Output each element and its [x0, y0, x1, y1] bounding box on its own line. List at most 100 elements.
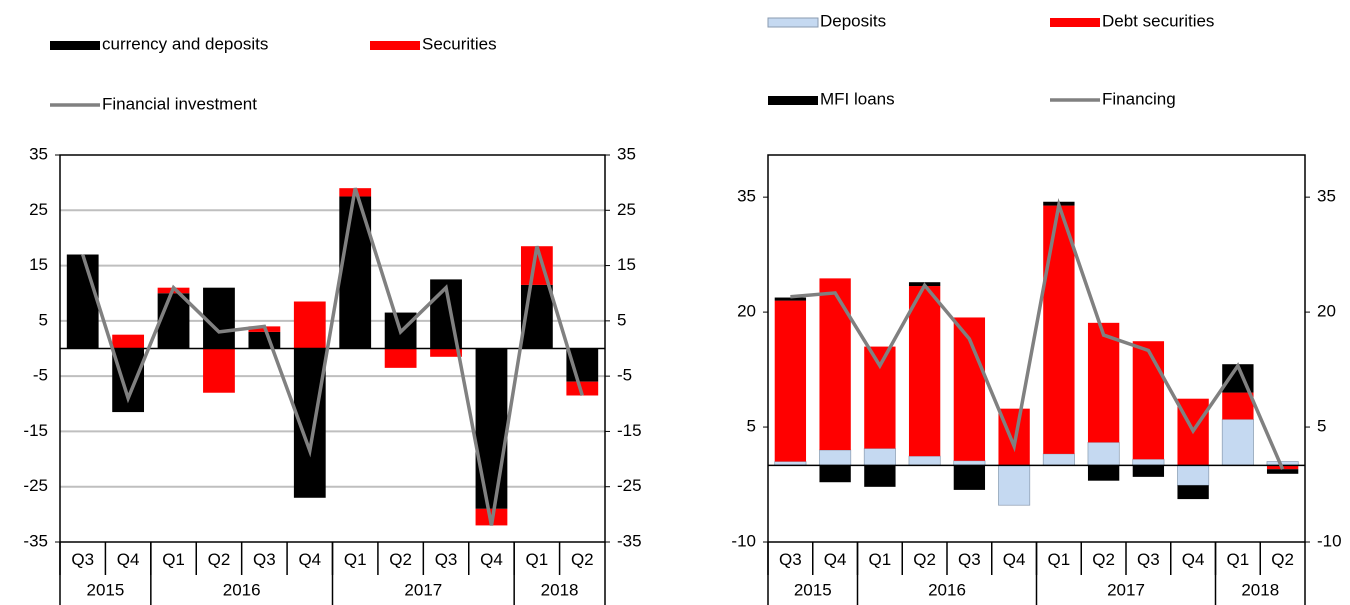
bar — [908, 286, 941, 457]
bar — [293, 301, 326, 349]
y-tick-label: -35 — [23, 531, 48, 550]
group-label: 2018 — [541, 580, 579, 599]
bar — [475, 348, 508, 509]
bar — [157, 293, 190, 349]
y2-tick-label: -35 — [617, 531, 642, 550]
legend-label: Financial investment — [102, 94, 257, 113]
x-tick-label: Q4 — [298, 550, 321, 569]
y-tick-label: 25 — [29, 200, 48, 219]
y2-tick-label: -5 — [617, 366, 632, 385]
bar — [1222, 392, 1254, 420]
y2-tick-label: 35 — [1317, 187, 1336, 206]
bar — [998, 465, 1031, 506]
legend-label: Debt securities — [1102, 11, 1214, 30]
bar — [203, 348, 235, 393]
legend-swatch — [1050, 18, 1100, 27]
bar — [1043, 205, 1075, 454]
bar — [819, 449, 852, 466]
bar — [1177, 465, 1210, 486]
bar — [566, 381, 599, 396]
y-tick-label: 35 — [737, 187, 756, 206]
y-tick-label: 35 — [29, 144, 48, 163]
x-tick-label: Q3 — [71, 550, 94, 569]
group-label: 2015 — [794, 580, 832, 599]
group-label: 2016 — [223, 580, 261, 599]
y-tick-label: -10 — [731, 531, 756, 550]
x-tick-label: Q4 — [1182, 550, 1205, 569]
x-tick-label: Q1 — [1048, 550, 1071, 569]
x-tick-label: Q4 — [1003, 550, 1026, 569]
y-tick-label: 20 — [737, 302, 756, 321]
x-tick-label: Q2 — [913, 550, 936, 569]
y-tick-label: -15 — [23, 421, 48, 440]
bar — [1087, 465, 1120, 481]
bar — [819, 465, 851, 483]
legend-label: Financing — [1102, 89, 1176, 108]
bar — [1177, 485, 1209, 500]
x-tick-label: Q2 — [1092, 550, 1115, 569]
x-tick-label: Q3 — [435, 550, 458, 569]
legend-label: currency and deposits — [102, 34, 268, 53]
y-tick-label: -25 — [23, 476, 48, 495]
y2-tick-label: 20 — [1317, 302, 1336, 321]
bar — [1087, 442, 1120, 466]
legend-swatch — [767, 17, 819, 28]
bar — [908, 455, 941, 466]
bar — [384, 348, 417, 368]
bar — [1132, 458, 1165, 466]
y2-tick-label: 5 — [1317, 417, 1326, 436]
y2-tick-label: -15 — [617, 421, 642, 440]
bar — [203, 287, 235, 349]
x-tick-label: Q3 — [779, 550, 802, 569]
legend-label: Deposits — [820, 11, 886, 30]
x-tick-label: Q1 — [526, 550, 549, 569]
x-tick-label: Q1 — [1227, 550, 1250, 569]
y2-tick-label: 5 — [617, 310, 626, 329]
x-tick-label: Q3 — [253, 550, 276, 569]
x-tick-label: Q2 — [1271, 550, 1294, 569]
x-tick-label: Q4 — [824, 550, 847, 569]
x-tick-label: Q3 — [958, 550, 981, 569]
legend-label: MFI loans — [820, 89, 895, 108]
group-label: 2017 — [404, 580, 442, 599]
bar — [1087, 322, 1120, 443]
bar — [1132, 465, 1165, 477]
y-tick-label: 5 — [39, 310, 48, 329]
bar — [864, 465, 896, 487]
bar — [1042, 453, 1075, 466]
bar — [1266, 469, 1299, 474]
line-series — [790, 197, 1285, 470]
bar — [774, 297, 807, 301]
y2-tick-label: 25 — [617, 200, 636, 219]
x-tick-label: Q3 — [1137, 550, 1160, 569]
line-series — [81, 187, 584, 526]
bar — [819, 278, 851, 451]
group-label: 2015 — [87, 580, 125, 599]
bar — [1132, 341, 1165, 460]
x-tick-label: Q1 — [344, 550, 367, 569]
bar — [1221, 419, 1254, 466]
x-tick-label: Q4 — [480, 550, 503, 569]
x-tick-label: Q2 — [571, 550, 594, 569]
group-label: 2017 — [1107, 580, 1145, 599]
bar — [864, 346, 896, 449]
legend-swatch — [50, 41, 100, 50]
x-tick-label: Q1 — [162, 550, 185, 569]
bar — [430, 348, 462, 357]
y2-tick-label: 35 — [617, 144, 636, 163]
bar — [112, 334, 145, 349]
y-tick-label: 15 — [29, 255, 48, 274]
group-label: 2018 — [1241, 580, 1279, 599]
bar — [66, 254, 99, 349]
bar — [774, 300, 807, 462]
y2-tick-label: -25 — [617, 476, 642, 495]
bar — [248, 331, 281, 349]
y2-tick-label: 15 — [617, 255, 636, 274]
y2-tick-label: -10 — [1317, 531, 1342, 550]
legend-label: Securities — [422, 34, 497, 53]
x-tick-label: Q2 — [208, 550, 231, 569]
bar — [863, 448, 896, 466]
x-tick-label: Q1 — [869, 550, 892, 569]
x-tick-label: Q4 — [117, 550, 140, 569]
